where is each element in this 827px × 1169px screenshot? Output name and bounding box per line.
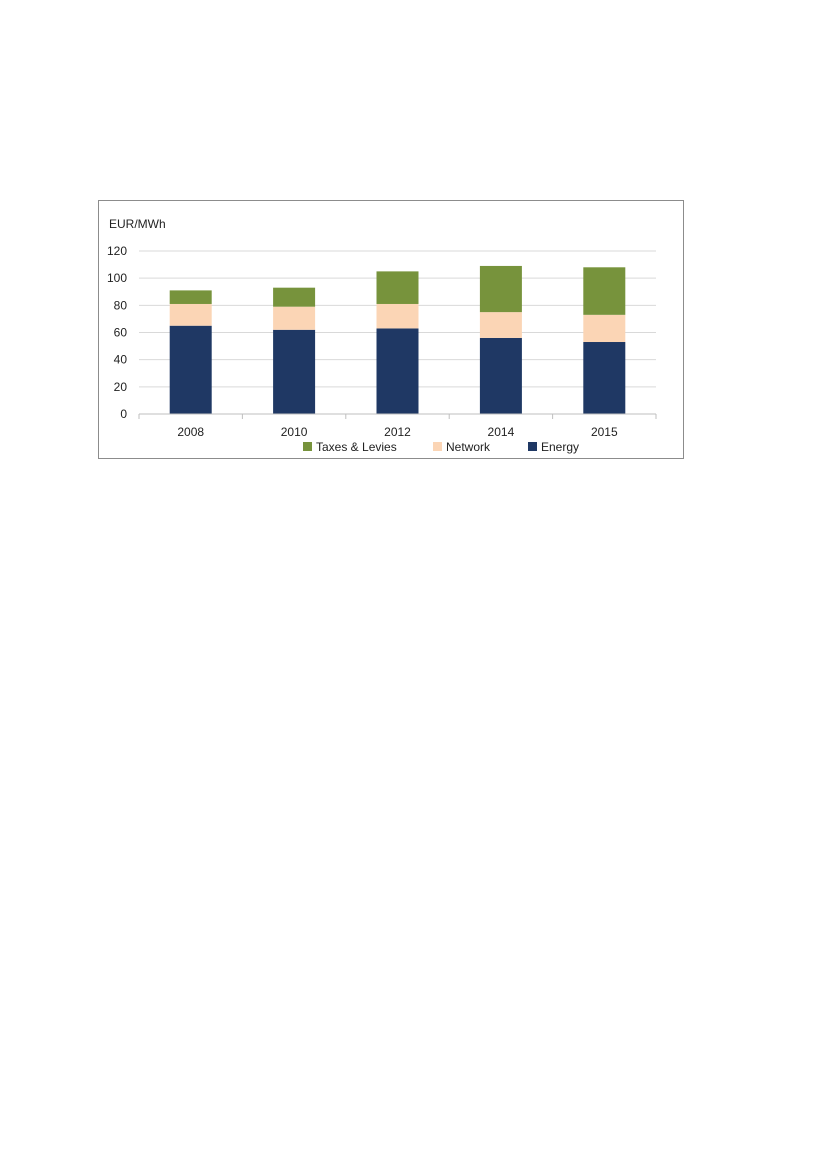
legend-label-energy: Energy xyxy=(541,440,579,454)
y-tick-label: 60 xyxy=(114,326,128,340)
legend-label-taxes-levies: Taxes & Levies xyxy=(316,440,397,454)
bar-energy-2010 xyxy=(273,329,316,414)
x-tick-label: 2008 xyxy=(177,425,204,439)
y-tick-label: 0 xyxy=(120,407,127,421)
bar-energy-2012 xyxy=(376,328,419,414)
y-axis-unit-label: EUR/MWh xyxy=(109,217,166,231)
bar-energy-2014 xyxy=(479,337,522,414)
y-tick-label: 100 xyxy=(107,271,127,285)
bar-taxes-levies-2010 xyxy=(273,287,316,307)
bar-taxes-levies-2015 xyxy=(583,267,626,315)
legend-swatch-network xyxy=(433,442,442,451)
stacked-bar-chart: EUR/MWh 0 20 40 60 80 100 120 2008 2010 2012 2014… xyxy=(107,217,657,454)
legend-swatch-taxes-levies xyxy=(303,442,312,451)
bar-taxes-levies-2014 xyxy=(479,265,522,313)
bar-energy-2015 xyxy=(583,342,626,414)
bar-taxes-levies-2008 xyxy=(169,290,212,304)
x-tick-label: 2010 xyxy=(281,425,308,439)
x-axis xyxy=(138,413,657,419)
y-tick-label: 20 xyxy=(114,380,128,394)
y-tick-label: 80 xyxy=(114,298,128,312)
chart-frame: EUR/MWh 0 20 40 60 80 100 120 2008 2010 2012 2014… xyxy=(98,200,684,459)
y-tick-label: 120 xyxy=(107,244,127,258)
bars xyxy=(169,265,626,414)
bar-network-2014 xyxy=(479,312,522,338)
bar-taxes-levies-2012 xyxy=(376,271,419,304)
x-tick-label: 2015 xyxy=(591,425,618,439)
x-axis-ticks: 2008 2010 2012 2014 2015 xyxy=(177,425,618,439)
bar-network-2010 xyxy=(273,306,316,330)
x-tick-label: 2014 xyxy=(488,425,515,439)
bar-network-2015 xyxy=(583,314,626,343)
legend-label-network: Network xyxy=(446,440,491,454)
bar-network-2008 xyxy=(169,303,212,326)
y-tick-label: 40 xyxy=(114,353,128,367)
legend: Taxes & Levies Network Energy xyxy=(303,440,579,454)
bar-network-2012 xyxy=(376,303,419,329)
y-axis-ticks: 0 20 40 60 80 100 120 xyxy=(107,244,127,421)
bar-energy-2008 xyxy=(169,325,212,414)
x-tick-label: 2012 xyxy=(384,425,411,439)
legend-swatch-energy xyxy=(528,442,537,451)
